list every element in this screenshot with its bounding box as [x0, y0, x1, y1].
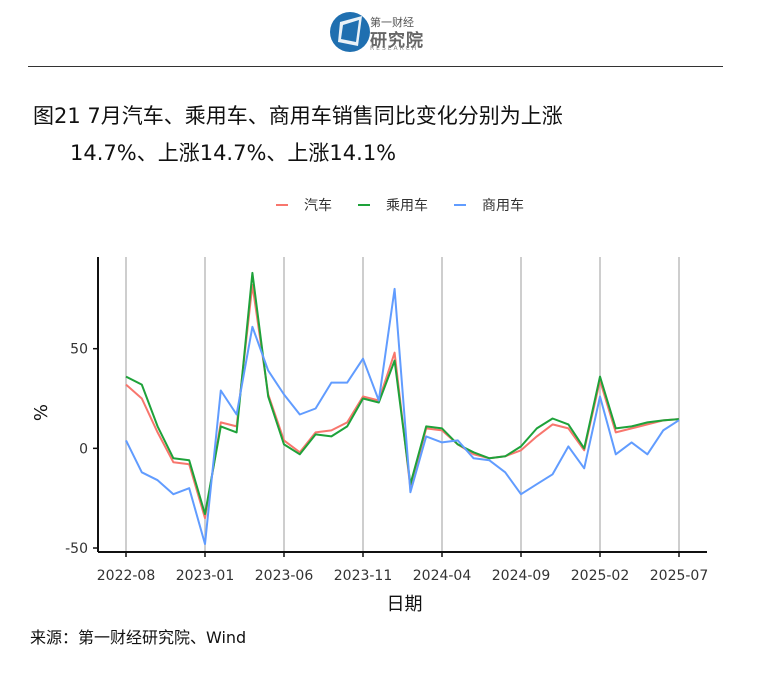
chart-title-line1: 图21 7月汽车、乘用车、商用车销售同比变化分别为上涨: [33, 104, 563, 128]
x-tick-label: 2024-09: [492, 568, 551, 584]
y-axis-title: %: [31, 404, 52, 421]
x-tick-label: 2025-07: [650, 568, 709, 584]
y-tick-label: 50: [70, 342, 88, 358]
x-tick-label: 2024-04: [413, 568, 472, 584]
chart-title-line2: 14.7%、上涨14.7%、上涨14.1%: [70, 141, 397, 165]
x-tick-label: 2023-11: [334, 568, 393, 584]
legend-label-0: 汽车: [304, 197, 332, 214]
logo-icon: [330, 12, 370, 52]
logo-top-text: 第一财经: [370, 16, 414, 29]
logo-main-text: 研究院: [370, 31, 424, 51]
x-tick-label: 2025-02: [571, 568, 630, 584]
series-line-2: [125, 287, 680, 545]
logo-sub-text: RESEARCH: [370, 45, 419, 52]
legend-label-1: 乘用车: [386, 197, 428, 214]
x-tick-label: 2022-08: [97, 568, 156, 584]
y-tick-label: 0: [79, 441, 88, 457]
header-divider: [28, 66, 723, 67]
legend-label-2: 商用车: [482, 197, 524, 214]
source-note: 来源：第一财经研究院、Wind: [30, 628, 247, 647]
x-axis-title: 日期: [387, 594, 423, 615]
series-line-1: [125, 271, 680, 516]
x-tick-label: 2023-06: [255, 568, 314, 584]
y-tick-label: -50: [65, 541, 88, 557]
x-tick-label: 2023-01: [176, 568, 235, 584]
